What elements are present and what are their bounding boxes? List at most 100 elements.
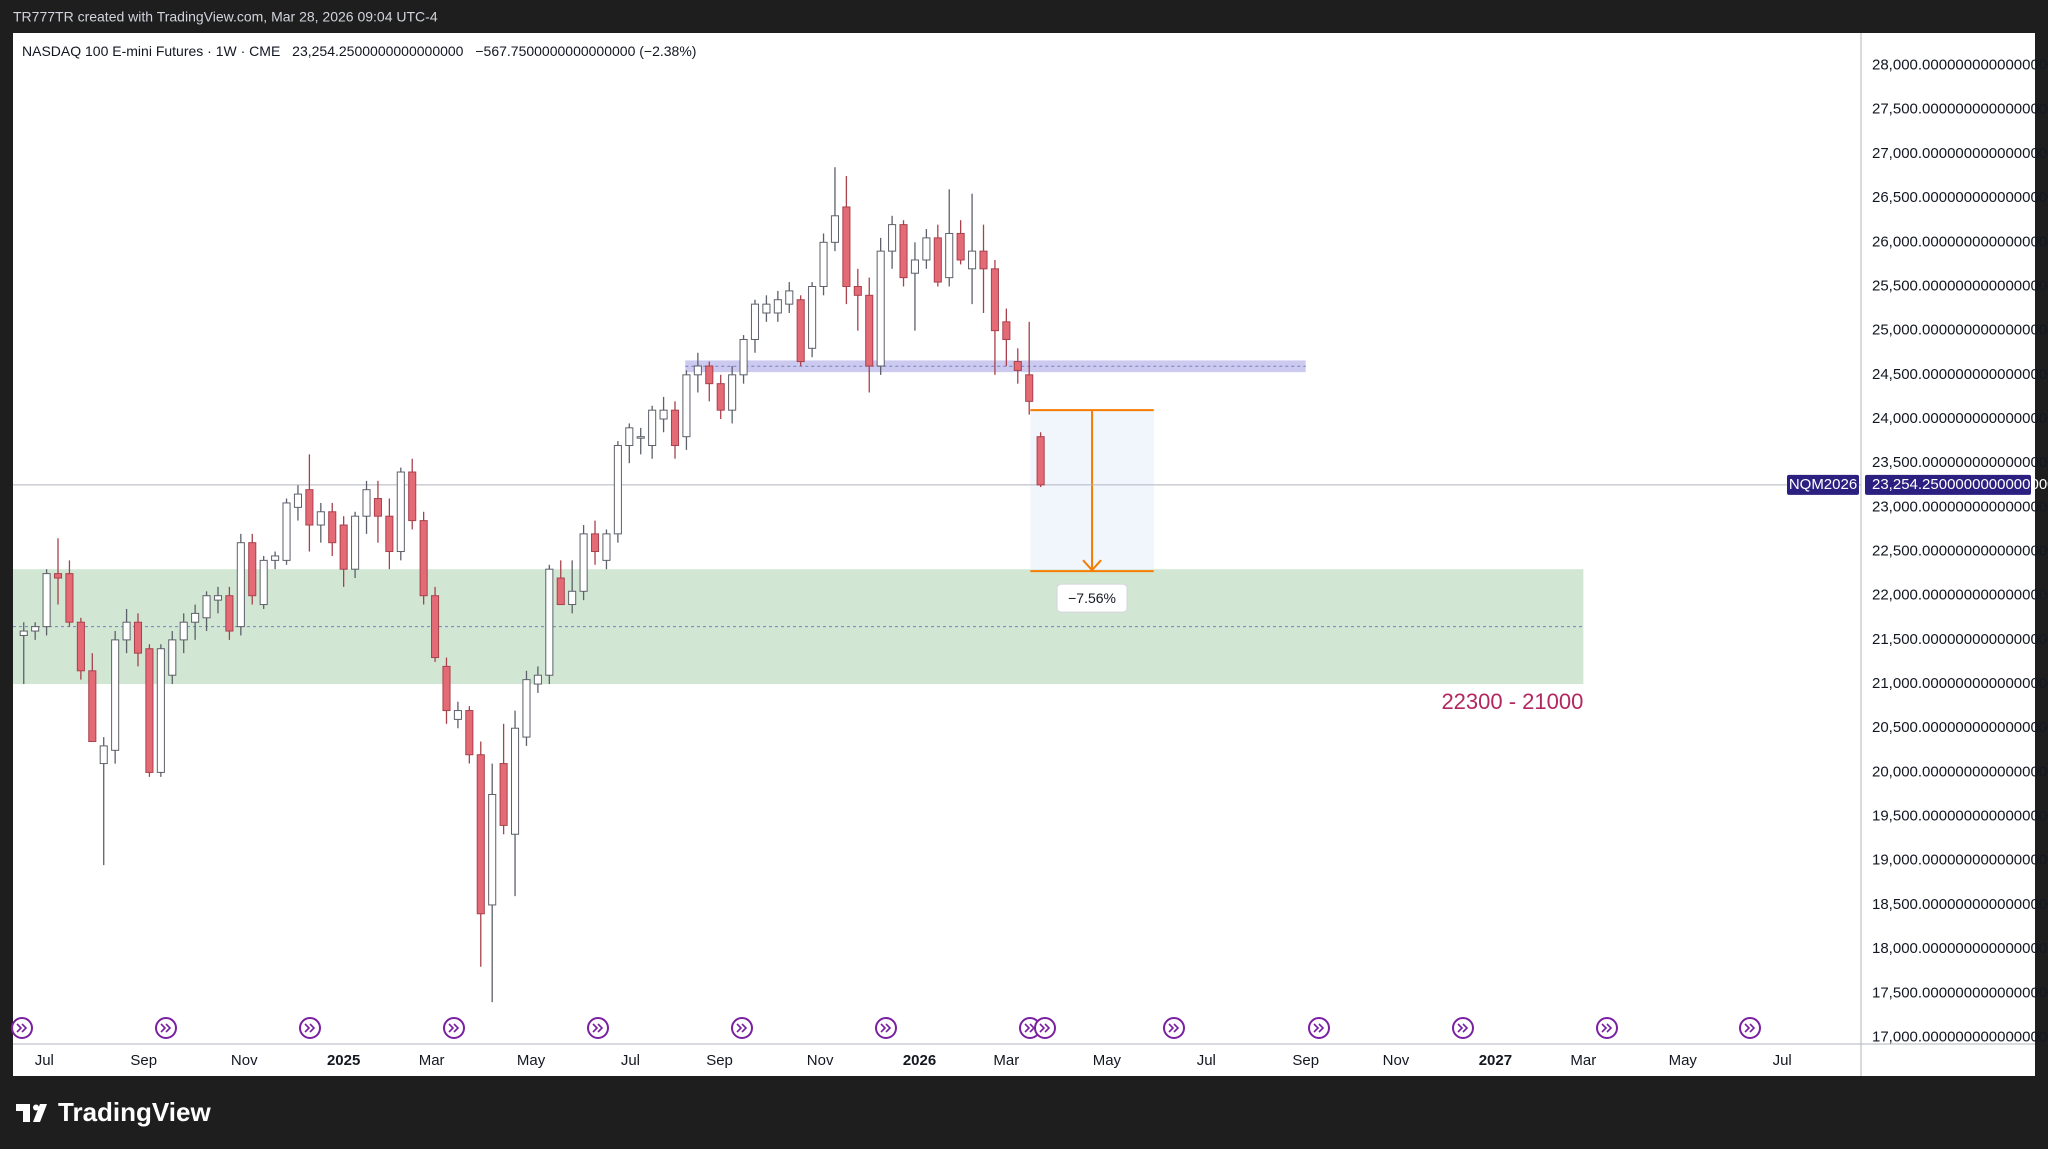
candle-body	[202, 595, 211, 619]
event-icon-arrow	[304, 1023, 316, 1033]
event-icon	[443, 1017, 465, 1039]
event-icon	[11, 1017, 33, 1039]
candle-body	[53, 573, 63, 579]
candle-body	[533, 674, 542, 685]
brand-icon	[16, 1104, 47, 1122]
event-icon-arrow	[1601, 1023, 1613, 1033]
y-tick-label: 27,000.0000000000000000	[1872, 145, 2048, 162]
y-tick-label: 18,000.0000000000000000	[1872, 940, 2048, 957]
x-tick-label: Sep	[706, 1052, 733, 1069]
candle-body	[122, 621, 131, 641]
candle-body	[179, 621, 188, 641]
y-tick-label: 24,500.0000000000000000	[1872, 366, 2048, 383]
candle-body	[99, 745, 108, 765]
y-tick-label: 22,000.0000000000000000	[1872, 587, 2048, 604]
event-icon	[875, 1017, 897, 1039]
y-tick-label: 17,000.0000000000000000	[1872, 1028, 2048, 1045]
candle-body	[716, 383, 725, 411]
y-tick-label: 19,500.0000000000000000	[1872, 808, 2048, 825]
event-icon	[1739, 1017, 1761, 1039]
candle-body	[351, 515, 360, 570]
x-tick-label: Mar	[1570, 1052, 1596, 1069]
y-tick-label: 21,500.0000000000000000	[1872, 631, 2048, 648]
y-tick-label: 26,500.0000000000000000	[1872, 189, 2048, 206]
candle-body	[888, 224, 897, 252]
candle-body	[168, 639, 177, 676]
x-tick-label: Jul	[621, 1052, 640, 1069]
candle-body	[88, 670, 97, 742]
symbol-tag: NQM2026	[1789, 476, 1857, 493]
event-icon	[731, 1017, 753, 1039]
event-icon	[587, 1017, 609, 1039]
legend-change: −567.7500000000000000 (−2.38%)	[475, 43, 696, 59]
candle-body	[899, 224, 908, 279]
candle-body	[213, 595, 223, 601]
event-icon-arrow	[1457, 1023, 1469, 1033]
candle-body	[933, 237, 942, 283]
candle-body	[328, 511, 337, 544]
legend-last: 23,254.2500000000000000	[292, 43, 464, 59]
event-icon-arrow	[1313, 1023, 1325, 1033]
candle-body	[19, 630, 28, 636]
candle-body	[362, 489, 371, 517]
candle-body	[545, 568, 554, 676]
candle-body	[682, 374, 691, 438]
x-tick-label: Nov	[1383, 1052, 1410, 1069]
candle-body	[293, 493, 303, 508]
last-price-label: 23,254.2500000000000000	[1872, 476, 2048, 493]
y-tick-label: 28,000.0000000000000000	[1872, 57, 2048, 74]
event-icon	[1163, 1017, 1185, 1039]
symbol-tag-box	[1787, 474, 1859, 495]
event-icon	[155, 1017, 177, 1039]
candle-body	[865, 294, 874, 367]
event-icon-arrow	[1744, 1023, 1756, 1033]
candle-body	[248, 542, 257, 597]
candle-body	[42, 573, 51, 628]
candle-body	[785, 290, 794, 305]
candle-body	[613, 445, 622, 535]
candle-body	[31, 626, 40, 632]
candle-body	[225, 595, 234, 632]
candle-body	[419, 520, 428, 597]
candle-body	[111, 639, 120, 751]
brand-logo: TradingView	[16, 1097, 211, 1127]
candle-body	[499, 763, 508, 826]
y-tick-label: 23,500.0000000000000000	[1872, 454, 2048, 471]
candle-body	[408, 471, 417, 522]
x-tick-label: Sep	[130, 1052, 157, 1069]
candle-body	[522, 679, 531, 738]
legend: NASDAQ 100 E-mini Futures · 1W · CME 23,…	[22, 43, 696, 59]
last-price-box	[1865, 474, 2031, 495]
event-icon-arrow	[1039, 1023, 1051, 1033]
candle-body	[385, 515, 394, 553]
candle-body	[990, 268, 999, 332]
candle-body	[968, 250, 977, 270]
x-tick-label: Jul	[1197, 1052, 1216, 1069]
candle-body	[305, 489, 314, 526]
brand-dot	[33, 1104, 39, 1111]
x-tick-label: May	[517, 1052, 546, 1069]
candle-body	[133, 621, 143, 654]
event-icon	[1308, 1017, 1330, 1039]
y-tick-label: 22,500.0000000000000000	[1872, 543, 2048, 560]
chart-panel	[13, 33, 2035, 1076]
candle-body	[1025, 374, 1034, 402]
candle-body	[830, 215, 840, 243]
candle-body	[339, 524, 348, 570]
candle-body	[808, 285, 817, 349]
measure-label-box	[1056, 583, 1128, 613]
candle-body	[191, 612, 200, 623]
candle-body	[590, 533, 600, 553]
candle-body	[819, 241, 828, 287]
candle-body	[65, 573, 74, 623]
candle-body	[1002, 321, 1011, 340]
event-icon-arrow	[1168, 1023, 1180, 1033]
x-tick-label: Sep	[1292, 1052, 1319, 1069]
y-tick-label: 24,000.0000000000000000	[1872, 410, 2048, 427]
measure-arrowhead	[1082, 559, 1102, 572]
x-tick-label: Mar	[993, 1052, 1019, 1069]
candle-body	[705, 365, 714, 385]
event-icon-arrow	[880, 1023, 892, 1033]
candle-body	[670, 409, 680, 447]
candle-body	[396, 471, 405, 553]
